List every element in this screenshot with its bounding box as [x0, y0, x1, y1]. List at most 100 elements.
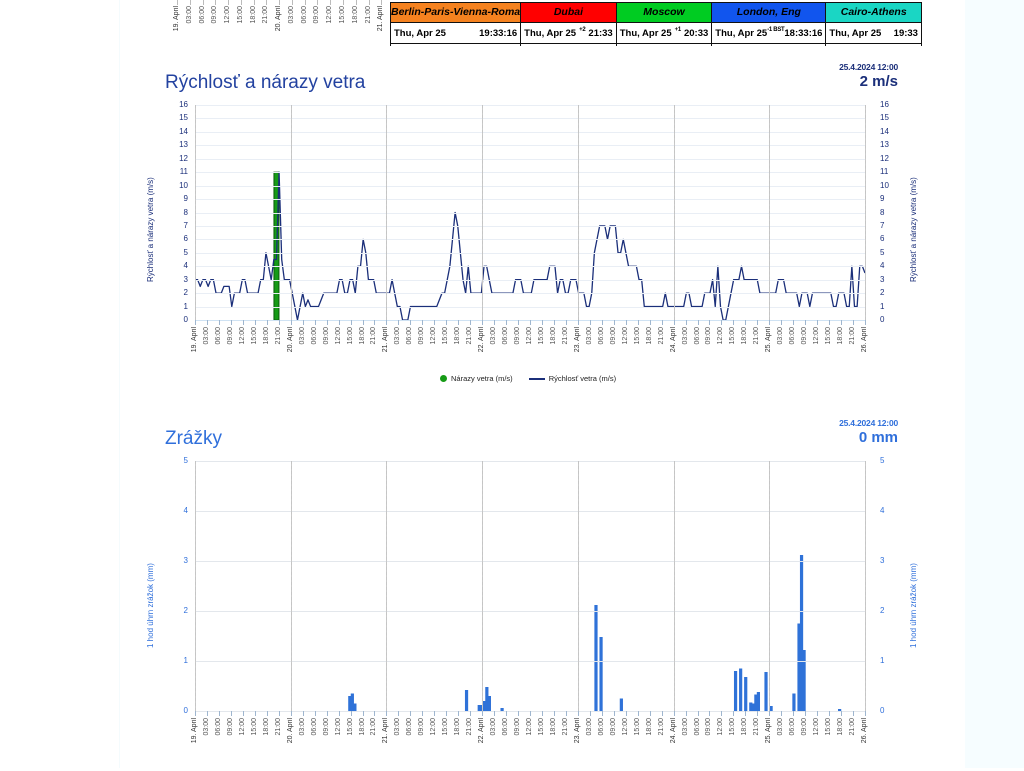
- top-axis-label: 21:00: [364, 6, 372, 24]
- clock-time-value: 19:33:16: [479, 27, 518, 39]
- y-tick-label: 11: [880, 167, 889, 177]
- precip-bar: [764, 672, 768, 711]
- x-hour-label: 09:00: [418, 718, 426, 736]
- top-axis-tick: [304, 0, 306, 5]
- clock-day-label: Thu, Apr 25: [394, 27, 446, 39]
- precip-bar: [797, 623, 801, 711]
- x-tick: [685, 711, 687, 716]
- precip-bar: [749, 702, 753, 711]
- gridline-day: [290, 105, 292, 320]
- gridline-horizontal: [195, 611, 865, 612]
- x-hour-label: 03:00: [202, 327, 210, 345]
- x-tick: [314, 320, 316, 325]
- clock-column-3[interactable]: London, Eng Thu, Apr 25 -1 BST 18:33:16: [712, 2, 827, 46]
- y-tick-label: 14: [880, 126, 889, 136]
- top-axis-label: 03:00: [185, 6, 193, 24]
- y-tick-label: 15: [179, 113, 188, 123]
- x-hour-label: 15:00: [250, 327, 258, 345]
- y-tick-label: 6: [183, 234, 188, 244]
- x-hour-label: 06:00: [789, 718, 797, 736]
- navy-line-icon: [528, 377, 545, 380]
- x-tick: [254, 711, 256, 716]
- top-axis-label: 09:00: [211, 6, 219, 24]
- x-tick: [494, 711, 496, 716]
- x-hour-label: 21:00: [561, 327, 569, 345]
- gridline-horizontal: [195, 279, 865, 281]
- gridline-horizontal: [195, 252, 865, 254]
- y-tick-label: 10: [179, 180, 188, 190]
- clock-time-row: Thu, Apr 25 +2 21:33: [521, 23, 616, 44]
- x-hour-label: 06:00: [502, 718, 510, 736]
- clock-column-1[interactable]: Dubai Thu, Apr 25 +2 21:33: [521, 2, 617, 46]
- x-hour-label: 09:00: [801, 718, 809, 736]
- y-tick-label: 8: [183, 207, 188, 217]
- y-tick-label: 8: [880, 207, 885, 217]
- x-day-label: 22. April: [478, 718, 486, 744]
- gridline-horizontal: [195, 225, 865, 227]
- x-hour-label: 12:00: [334, 327, 342, 345]
- x-tick: [565, 711, 567, 716]
- x-tick: [266, 320, 268, 325]
- x-hour-label: 03:00: [681, 718, 689, 736]
- gridline-day: [290, 461, 292, 711]
- top-axis-tick: [368, 0, 370, 5]
- top-axis-tick: [381, 0, 383, 5]
- x-tick: [865, 711, 866, 716]
- x-day-label: 23. April: [573, 327, 581, 353]
- x-hour-label: 15:00: [442, 327, 450, 345]
- x-tick: [518, 320, 520, 325]
- x-tick: [434, 320, 436, 325]
- top-axis-tick: [202, 0, 204, 5]
- y-tick-label: 0: [183, 706, 188, 715]
- x-tick: [482, 711, 484, 716]
- top-axis-label: 18:00: [249, 6, 257, 24]
- gridline-day: [769, 461, 771, 711]
- x-hour-label: 09:00: [609, 327, 617, 345]
- world-clock-bar: Berlin-Paris-Vienna-Roma Thu, Apr 25 19:33…: [390, 2, 922, 46]
- x-tick: [374, 711, 376, 716]
- x-hour-label: 21:00: [657, 327, 665, 345]
- top-axis-tick: [317, 0, 319, 5]
- clock-column-2[interactable]: Moscow Thu, Apr 25 +1 20:33: [616, 2, 713, 46]
- y-tick-label: 5: [880, 247, 885, 257]
- precip-bar: [754, 694, 758, 711]
- x-hour-label: 12:00: [621, 327, 629, 345]
- x-tick: [553, 711, 555, 716]
- x-hour-label: 18:00: [645, 718, 653, 736]
- y-tick-label: 3: [183, 274, 188, 284]
- y-tick-label: 1: [183, 301, 188, 311]
- x-tick: [613, 320, 615, 325]
- clock-column-4[interactable]: Cairo-Athens Thu, Apr 25 19:33: [826, 2, 922, 46]
- x-hour-label: 06:00: [214, 327, 222, 345]
- legend-label-speed: Rýchlosť vetra (m/s): [548, 374, 617, 383]
- x-tick: [649, 711, 651, 716]
- gridline-horizontal: [195, 185, 865, 187]
- gridline-horizontal: [195, 511, 865, 512]
- x-tick: [721, 320, 723, 325]
- y-tick-label: 6: [880, 234, 885, 244]
- gridline-day: [386, 105, 388, 320]
- x-hour-label: 09:00: [705, 718, 713, 736]
- x-tick: [769, 711, 771, 716]
- y-tick-label: 2: [880, 288, 885, 298]
- x-hour-label: 03:00: [394, 327, 402, 345]
- x-tick: [218, 711, 220, 716]
- top-axis-tick: [343, 0, 345, 5]
- precip-x-axis: 19. April 03:00 06:00 09:00 12:00 15:00 18:00 2…: [191, 711, 868, 771]
- clock-day-label: Thu, Apr 25: [619, 27, 672, 39]
- clock-column-0[interactable]: Berlin-Paris-Vienna-Roma Thu, Apr 25 19:33…: [390, 2, 522, 46]
- x-hour-label: 12:00: [334, 718, 342, 736]
- gridline-day: [577, 105, 579, 320]
- top-axis-label: 06:00: [300, 6, 308, 24]
- y-tick-label: 1: [183, 656, 188, 665]
- y-tick-label: 4: [183, 506, 188, 515]
- x-tick: [565, 320, 567, 325]
- x-hour-label: 09:00: [705, 327, 713, 345]
- x-hour-label: 09:00: [514, 718, 522, 736]
- gridline-horizontal: [195, 293, 865, 295]
- x-hour-label: 21:00: [274, 718, 282, 736]
- x-hour-label: 09:00: [514, 327, 522, 345]
- x-tick: [230, 711, 232, 716]
- x-hour-label: 15:00: [633, 327, 641, 345]
- x-tick: [841, 711, 843, 716]
